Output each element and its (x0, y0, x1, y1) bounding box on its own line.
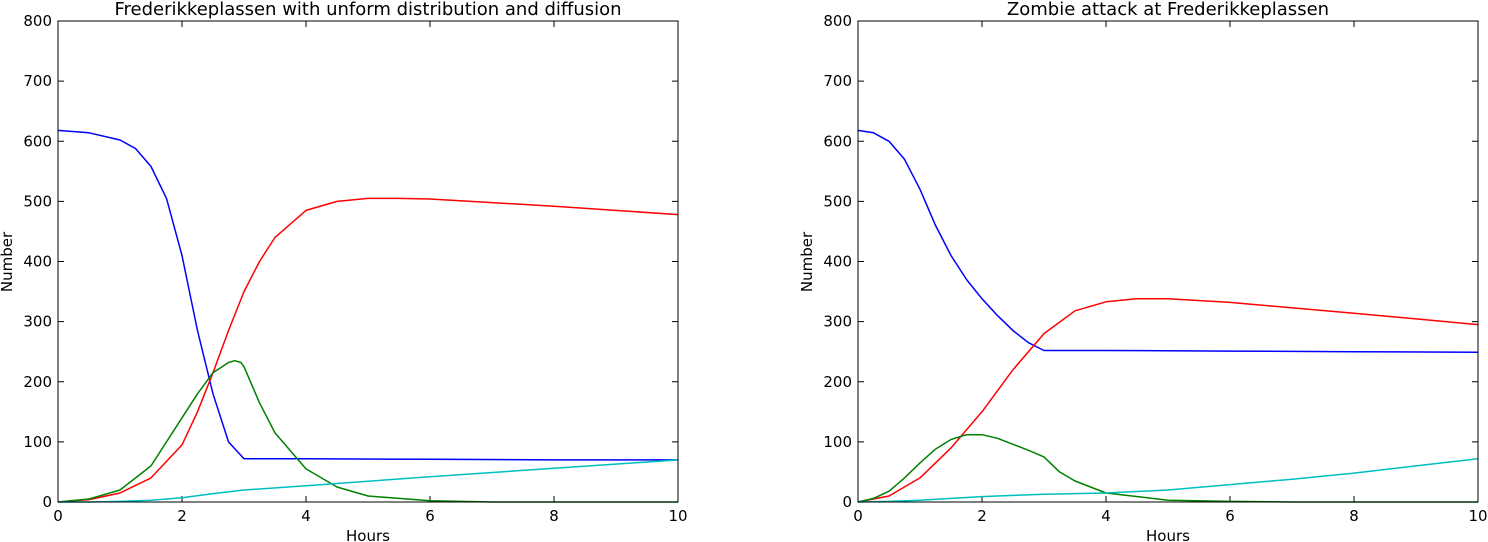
chart-left-lines (57, 129, 679, 503)
y-tick-label: 800 (23, 12, 52, 30)
chart-right-ylabel: Number (798, 231, 816, 292)
chart-right-lines (857, 129, 1479, 503)
y-tick-label: 500 (823, 192, 852, 210)
chart-left-xlabel: Hours (346, 527, 390, 542)
series-line-2 (857, 433, 1478, 503)
y-tick-label: 400 (823, 253, 852, 271)
x-tick-label: 0 (853, 507, 863, 525)
series-line-1 (57, 197, 679, 503)
x-tick-label: 6 (1225, 507, 1235, 525)
series-line-0 (57, 129, 678, 461)
y-tick-label: 700 (823, 72, 852, 90)
y-tick-label: 600 (23, 132, 52, 150)
chart-right: Zombie attack at Frederikkeplassen 0 2 4 6 8… (798, 0, 1488, 542)
x-tick-label: 6 (425, 507, 435, 525)
y-tick-label: 300 (23, 313, 52, 331)
chart-left-title: Frederikkeplassen with unform distributi… (114, 0, 621, 20)
chart-right-axes-frame (857, 20, 1479, 503)
x-tick-label: 2 (177, 507, 187, 525)
x-tick-label: 2 (977, 507, 987, 525)
x-tick-label: 10 (1468, 507, 1487, 525)
x-tick-label: 10 (668, 507, 687, 525)
y-tick-label: 100 (23, 433, 52, 451)
y-tick-label: 0 (842, 493, 852, 511)
x-tick-label: 8 (549, 507, 559, 525)
chart-left: Frederikkeplassen with unform distributi… (0, 0, 688, 542)
chart-right-title: Zombie attack at Frederikkeplassen (1007, 0, 1329, 20)
series-line-1 (857, 298, 1479, 503)
chart-right-xlabel: Hours (1146, 527, 1190, 542)
y-tick-label: 400 (23, 253, 52, 271)
y-tick-label: 100 (823, 433, 852, 451)
x-tick-label: 4 (1101, 507, 1111, 525)
y-tick-label: 300 (823, 313, 852, 331)
series-line-0 (857, 129, 1479, 354)
y-tick-label: 500 (23, 192, 52, 210)
y-tick-label: 800 (823, 12, 852, 30)
y-tick-label: 700 (23, 72, 52, 90)
series-line-2 (57, 359, 678, 503)
y-tick-label: 0 (42, 493, 52, 511)
x-tick-label: 4 (301, 507, 311, 525)
chart-left-ylabel: Number (0, 231, 16, 292)
y-tick-label: 200 (23, 373, 52, 391)
y-tick-label: 200 (823, 373, 852, 391)
series-line-3 (857, 457, 1479, 503)
chart-left-axes-frame (57, 20, 679, 503)
x-tick-label: 0 (53, 507, 63, 525)
x-tick-label: 8 (1349, 507, 1359, 525)
y-tick-label: 600 (823, 132, 852, 150)
